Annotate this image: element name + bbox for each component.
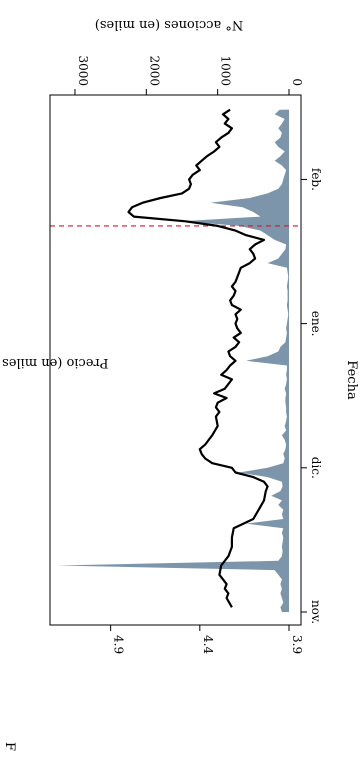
price-tick-label: 3.9	[290, 635, 304, 654]
x-axis-label: Fecha	[344, 360, 359, 400]
price-line	[127, 108, 269, 608]
x-tick-label: feb.	[309, 168, 323, 191]
price-line-layer	[127, 108, 269, 608]
x-tick-label: ene.	[309, 311, 323, 337]
volume-tick-label: 0	[290, 78, 304, 86]
panel-letter: F	[2, 742, 17, 751]
volume-axis-label: N° acciones (en miles)	[95, 17, 244, 32]
price-axis-label: Precio (en miles de pesos)	[0, 355, 108, 370]
volume-area-layer	[57, 109, 289, 613]
x-tick-label: dic.	[309, 457, 323, 479]
x-tick-label: nov.	[309, 600, 323, 624]
volume-tick-label: 2000	[147, 55, 161, 86]
tick-layer: nov. dic. ene. feb. 3.9 4.4 4.9 0 1000 2000 3000	[74, 55, 323, 654]
volume-tick-label: 1000	[219, 55, 233, 86]
volume-area	[57, 109, 289, 613]
label-layer: Fecha Precio (en miles de pesos) N° acci…	[0, 17, 359, 751]
volume-tick-label: 3000	[76, 55, 90, 86]
price-tick-label: 4.9	[112, 635, 126, 654]
plot-frame	[49, 94, 302, 626]
price-tick-label: 4.4	[201, 635, 215, 654]
